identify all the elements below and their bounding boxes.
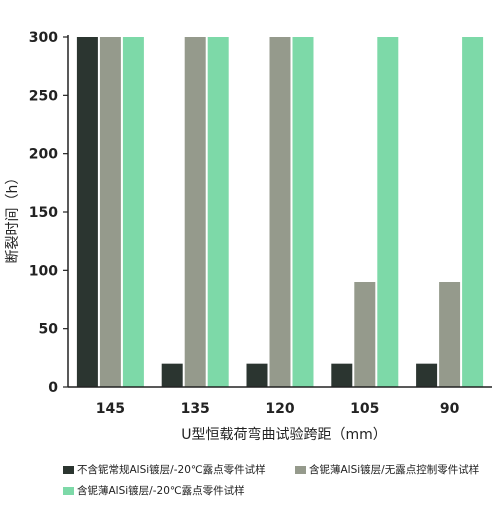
bar-2-120 (269, 37, 291, 387)
legend-label-3: 含铌薄AlSi镀层/-20℃露点零件试样 (77, 484, 245, 497)
y-tick-label-150: 150 (29, 205, 58, 221)
legend-swatch-2 (295, 466, 306, 474)
x-tick-label-90: 90 (440, 401, 460, 417)
x-tick-label-120: 120 (265, 401, 294, 417)
y-tick-label-250: 250 (29, 88, 58, 104)
bar-2-135 (184, 37, 206, 387)
bar-3-120 (292, 37, 314, 387)
y-tick-label-300: 300 (29, 30, 58, 46)
bar-3-105 (377, 37, 399, 387)
bar-3-135 (207, 37, 229, 387)
x-tick-label-145: 145 (96, 401, 125, 417)
legend-label-2: 含铌薄AlSi镀层/无露点控制零件试样 (309, 463, 479, 476)
x-axis-title: U型恒载荷弯曲试验跨距（mm） (181, 426, 387, 443)
bar-1-145 (76, 37, 98, 387)
legend-swatch-3 (63, 487, 74, 495)
legend-swatch-1 (63, 466, 74, 474)
bar-1-120 (246, 363, 268, 387)
x-tick-label-135: 135 (181, 401, 210, 417)
bar-1-105 (331, 363, 353, 387)
legend-label-1: 不含铌常规AlSi镀层/-20℃露点零件试样 (77, 463, 266, 476)
y-tick-label-200: 200 (29, 147, 58, 163)
bar-1-90 (416, 363, 438, 387)
x-tick-label-105: 105 (350, 401, 379, 417)
bar-3-145 (122, 37, 144, 387)
y-tick-label-0: 0 (48, 380, 58, 396)
bar-1-135 (161, 363, 183, 387)
y-tick-label-50: 50 (39, 322, 59, 338)
bar-2-145 (99, 37, 121, 387)
y-axis-title: 断裂时间（h） (5, 171, 21, 264)
y-tick-label-100: 100 (29, 263, 58, 279)
bar-2-90 (439, 282, 461, 387)
bar-2-105 (354, 282, 376, 387)
bar-3-90 (462, 37, 484, 387)
